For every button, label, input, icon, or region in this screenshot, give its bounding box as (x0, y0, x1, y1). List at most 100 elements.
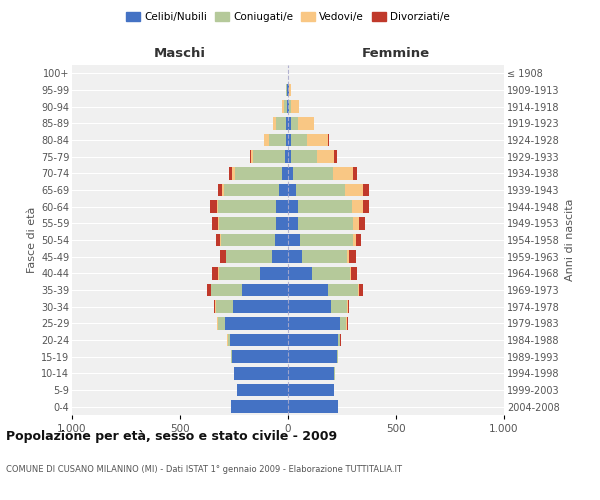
Bar (260, 267, 288, 280)
Bar (214, 300, 215, 313)
Y-axis label: Fasce di età: Fasce di età (26, 207, 37, 273)
Bar (286, 134, 288, 146)
Bar (356, 234, 361, 246)
Bar (307, 134, 328, 146)
Bar (288, 267, 312, 280)
Bar (300, 234, 353, 246)
Bar (284, 100, 287, 113)
Bar (288, 300, 331, 313)
Bar (349, 250, 356, 263)
Bar (281, 167, 288, 179)
Bar (220, 234, 221, 246)
Bar (222, 184, 224, 196)
Bar (218, 317, 226, 330)
Bar (352, 200, 362, 213)
Bar (286, 117, 288, 130)
Bar (288, 234, 300, 246)
Bar (359, 217, 365, 230)
Bar (276, 200, 288, 213)
Bar (288, 284, 328, 296)
Bar (218, 184, 222, 196)
Bar (289, 100, 291, 113)
Bar (288, 217, 298, 230)
Bar (317, 150, 334, 163)
Bar (290, 117, 298, 130)
Legend: Celibi/Nubili, Coniugati/e, Vedovi/e, Divorziati/e: Celibi/Nubili, Coniugati/e, Vedovi/e, Di… (122, 8, 454, 26)
Bar (362, 184, 369, 196)
Bar (280, 184, 288, 196)
Bar (287, 100, 288, 113)
Bar (206, 284, 211, 296)
Bar (264, 134, 269, 146)
Text: COMUNE DI CUSANO MILANINO (MI) - Dati ISTAT 1° gennaio 2009 - Elaborazione TUTTI: COMUNE DI CUSANO MILANINO (MI) - Dati IS… (6, 465, 402, 474)
Bar (334, 167, 353, 179)
Y-axis label: Anni di nascita: Anni di nascita (565, 198, 575, 281)
Bar (345, 184, 362, 196)
Bar (230, 334, 288, 346)
Bar (291, 150, 317, 163)
Bar (331, 300, 347, 313)
Bar (217, 200, 218, 213)
Bar (340, 317, 346, 330)
Bar (237, 384, 288, 396)
Bar (287, 84, 288, 96)
Bar (337, 350, 338, 363)
Bar (358, 284, 359, 296)
Bar (218, 217, 219, 230)
Bar (285, 150, 288, 163)
Bar (263, 134, 264, 146)
Bar (353, 217, 359, 230)
Bar (353, 167, 357, 179)
Bar (288, 134, 290, 146)
Bar (298, 117, 314, 130)
Bar (348, 300, 349, 313)
Bar (328, 134, 329, 146)
Bar (298, 217, 353, 230)
Bar (232, 350, 288, 363)
Bar (235, 167, 281, 179)
Bar (242, 284, 288, 296)
Bar (215, 300, 233, 313)
Bar (353, 234, 356, 246)
Bar (231, 400, 288, 413)
Bar (219, 267, 260, 280)
Bar (288, 117, 290, 130)
Bar (219, 217, 276, 230)
Bar (227, 334, 230, 346)
Bar (221, 234, 275, 246)
Bar (216, 234, 220, 246)
Bar (288, 334, 338, 346)
Bar (288, 84, 289, 96)
Bar (276, 217, 288, 230)
Bar (293, 167, 334, 179)
Bar (233, 300, 288, 313)
Text: Popolazione per età, sesso e stato civile - 2009: Popolazione per età, sesso e stato civil… (6, 430, 337, 443)
Bar (229, 167, 232, 179)
Bar (288, 150, 291, 163)
Bar (347, 300, 348, 313)
Bar (302, 250, 347, 263)
Bar (296, 184, 345, 196)
Bar (312, 267, 350, 280)
Bar (288, 400, 338, 413)
Bar (272, 250, 288, 263)
Bar (250, 150, 251, 163)
Bar (226, 250, 272, 263)
Bar (346, 317, 347, 330)
Bar (231, 350, 232, 363)
Bar (288, 167, 293, 179)
Bar (232, 167, 235, 179)
Text: Femmine: Femmine (362, 47, 430, 60)
Bar (220, 250, 226, 263)
Bar (286, 84, 287, 96)
Bar (338, 334, 340, 346)
Bar (210, 200, 217, 213)
Bar (212, 217, 218, 230)
Bar (362, 200, 369, 213)
Bar (288, 317, 340, 330)
Bar (290, 134, 307, 146)
Bar (298, 200, 352, 213)
Bar (224, 184, 280, 196)
Bar (275, 234, 288, 246)
Bar (288, 250, 302, 263)
